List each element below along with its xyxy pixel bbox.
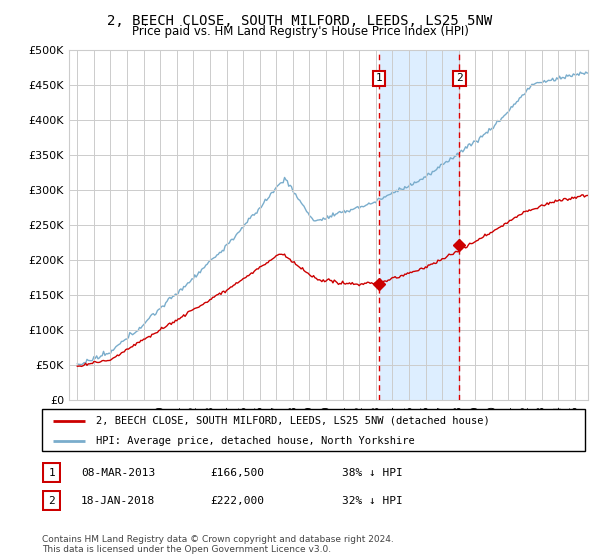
Text: 1: 1 — [48, 468, 55, 478]
Text: Price paid vs. HM Land Registry's House Price Index (HPI): Price paid vs. HM Land Registry's House … — [131, 25, 469, 38]
FancyBboxPatch shape — [42, 409, 585, 451]
FancyBboxPatch shape — [43, 491, 60, 510]
Text: 18-JAN-2018: 18-JAN-2018 — [81, 496, 155, 506]
Text: £166,500: £166,500 — [210, 468, 264, 478]
Text: 1: 1 — [376, 73, 382, 83]
Text: Contains HM Land Registry data © Crown copyright and database right 2024.
This d: Contains HM Land Registry data © Crown c… — [42, 535, 394, 554]
FancyBboxPatch shape — [43, 463, 60, 482]
Text: £222,000: £222,000 — [210, 496, 264, 506]
Text: 32% ↓ HPI: 32% ↓ HPI — [342, 496, 403, 506]
Text: 2: 2 — [48, 496, 55, 506]
Text: 2, BEECH CLOSE, SOUTH MILFORD, LEEDS, LS25 5NW: 2, BEECH CLOSE, SOUTH MILFORD, LEEDS, LS… — [107, 14, 493, 28]
Text: HPI: Average price, detached house, North Yorkshire: HPI: Average price, detached house, Nort… — [97, 436, 415, 446]
Text: 2: 2 — [456, 73, 463, 83]
Text: 38% ↓ HPI: 38% ↓ HPI — [342, 468, 403, 478]
Text: 08-MAR-2013: 08-MAR-2013 — [81, 468, 155, 478]
Text: 2, BEECH CLOSE, SOUTH MILFORD, LEEDS, LS25 5NW (detached house): 2, BEECH CLOSE, SOUTH MILFORD, LEEDS, LS… — [97, 416, 490, 426]
